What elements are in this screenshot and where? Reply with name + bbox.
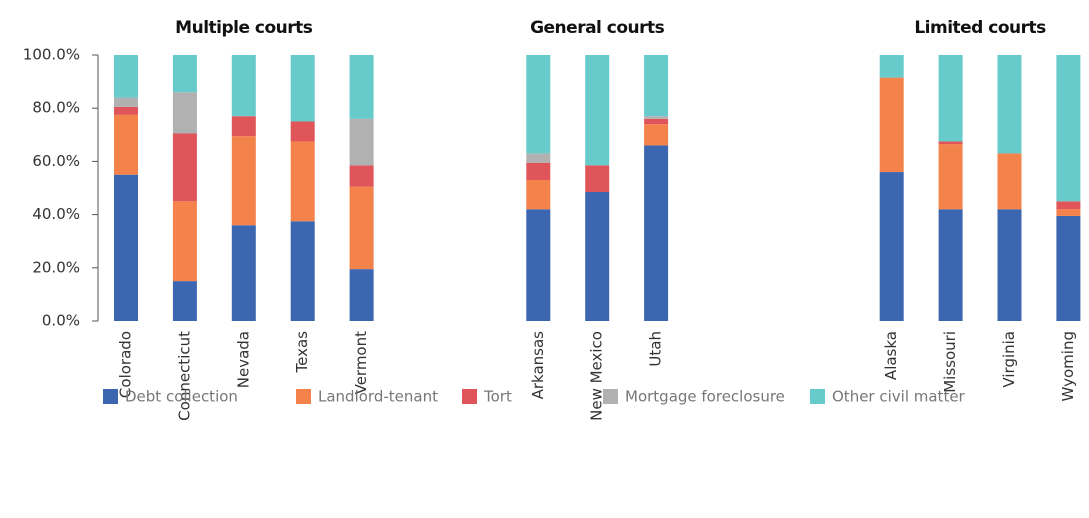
bar-segment bbox=[526, 153, 551, 163]
bar-segment bbox=[879, 55, 904, 78]
bar-segment bbox=[349, 269, 374, 321]
bar-segment bbox=[938, 209, 963, 321]
y-tick-label: 40.0% bbox=[32, 205, 80, 223]
x-tick-label: Utah bbox=[647, 331, 665, 367]
bar-segment bbox=[114, 114, 138, 175]
group-title: Limited courts bbox=[914, 18, 1046, 38]
bar-segment bbox=[349, 55, 374, 119]
x-tick-label: Arkansas bbox=[529, 331, 547, 400]
bar-segment bbox=[997, 153, 1022, 210]
legend-label: Landlord-tenant bbox=[318, 388, 438, 406]
bar-segment bbox=[938, 141, 963, 145]
bar-segment bbox=[290, 221, 315, 321]
x-tick-label: Texas bbox=[293, 331, 311, 374]
bar-segment bbox=[1056, 201, 1081, 210]
y-tick-label: 60.0% bbox=[32, 152, 80, 170]
bar-segment bbox=[644, 145, 669, 321]
bar-segment bbox=[879, 77, 904, 173]
bar-segment bbox=[644, 55, 669, 117]
bar-segment bbox=[290, 55, 315, 122]
bar-segment bbox=[231, 116, 256, 137]
bar-segment bbox=[938, 55, 963, 142]
bar-segment bbox=[879, 172, 904, 321]
legend-swatch bbox=[103, 389, 118, 404]
bar-segment bbox=[997, 209, 1022, 321]
x-tick-label: Vermont bbox=[352, 331, 370, 395]
legend-label: Tort bbox=[483, 388, 512, 406]
bar-segment bbox=[114, 97, 138, 107]
legend-swatch bbox=[603, 389, 618, 404]
bar-segment bbox=[526, 55, 551, 154]
y-tick-label: 100.0% bbox=[23, 46, 80, 64]
bar-segment bbox=[114, 174, 138, 321]
x-tick-label: Alaska bbox=[882, 331, 900, 380]
x-tick-label: Wyoming bbox=[1059, 331, 1077, 401]
x-tick-label: Virginia bbox=[1000, 331, 1018, 388]
legend-swatch bbox=[296, 389, 311, 404]
bar-segment bbox=[644, 124, 669, 146]
bar-segment bbox=[231, 136, 256, 226]
x-tick-label: Missouri bbox=[941, 331, 959, 393]
bar-segment bbox=[172, 133, 197, 202]
x-tick-label: Colorado bbox=[117, 331, 135, 398]
x-tick-label: Connecticut bbox=[175, 331, 193, 421]
legend-swatch bbox=[810, 389, 825, 404]
bar-segment bbox=[114, 106, 138, 115]
bar-segment bbox=[172, 281, 197, 321]
x-tick-label: Nevada bbox=[234, 331, 252, 388]
group-title: Multiple courts bbox=[175, 18, 313, 38]
bar-segment bbox=[290, 141, 315, 222]
bar-segment bbox=[172, 201, 197, 282]
legend-swatch bbox=[462, 389, 477, 404]
legend-label: Other civil matter bbox=[832, 388, 966, 406]
legend-label: Debt collection bbox=[125, 388, 238, 406]
bar-segment bbox=[1056, 215, 1081, 321]
bar-segment bbox=[526, 180, 551, 210]
y-tick-label: 80.0% bbox=[32, 99, 80, 117]
bar-segment bbox=[997, 55, 1022, 154]
bar-segment bbox=[114, 55, 138, 98]
bar-segment bbox=[1056, 55, 1081, 202]
x-tick-label: New Mexico bbox=[588, 331, 606, 421]
bar-segment bbox=[172, 55, 197, 93]
bar-segment bbox=[349, 165, 374, 187]
bar-segment bbox=[1056, 209, 1081, 216]
y-tick-label: 20.0% bbox=[32, 258, 80, 276]
bar-segment bbox=[349, 118, 374, 166]
legend-label: Mortgage foreclosure bbox=[625, 388, 785, 406]
bar-segment bbox=[644, 116, 669, 119]
bar-segment bbox=[172, 92, 197, 134]
bar-segment bbox=[585, 191, 610, 321]
bar-segment bbox=[644, 118, 669, 125]
bar-segment bbox=[585, 165, 610, 192]
bar-segment bbox=[349, 186, 374, 270]
y-tick-label: 0.0% bbox=[42, 312, 80, 330]
bar-segment bbox=[526, 162, 551, 181]
bar-segment bbox=[938, 144, 963, 210]
bar-segment bbox=[585, 55, 610, 166]
group-title: General courts bbox=[530, 18, 665, 38]
bar-segment bbox=[231, 55, 256, 117]
bar-segment bbox=[231, 225, 256, 321]
bar-segment bbox=[526, 209, 551, 321]
bar-segment bbox=[290, 121, 315, 142]
